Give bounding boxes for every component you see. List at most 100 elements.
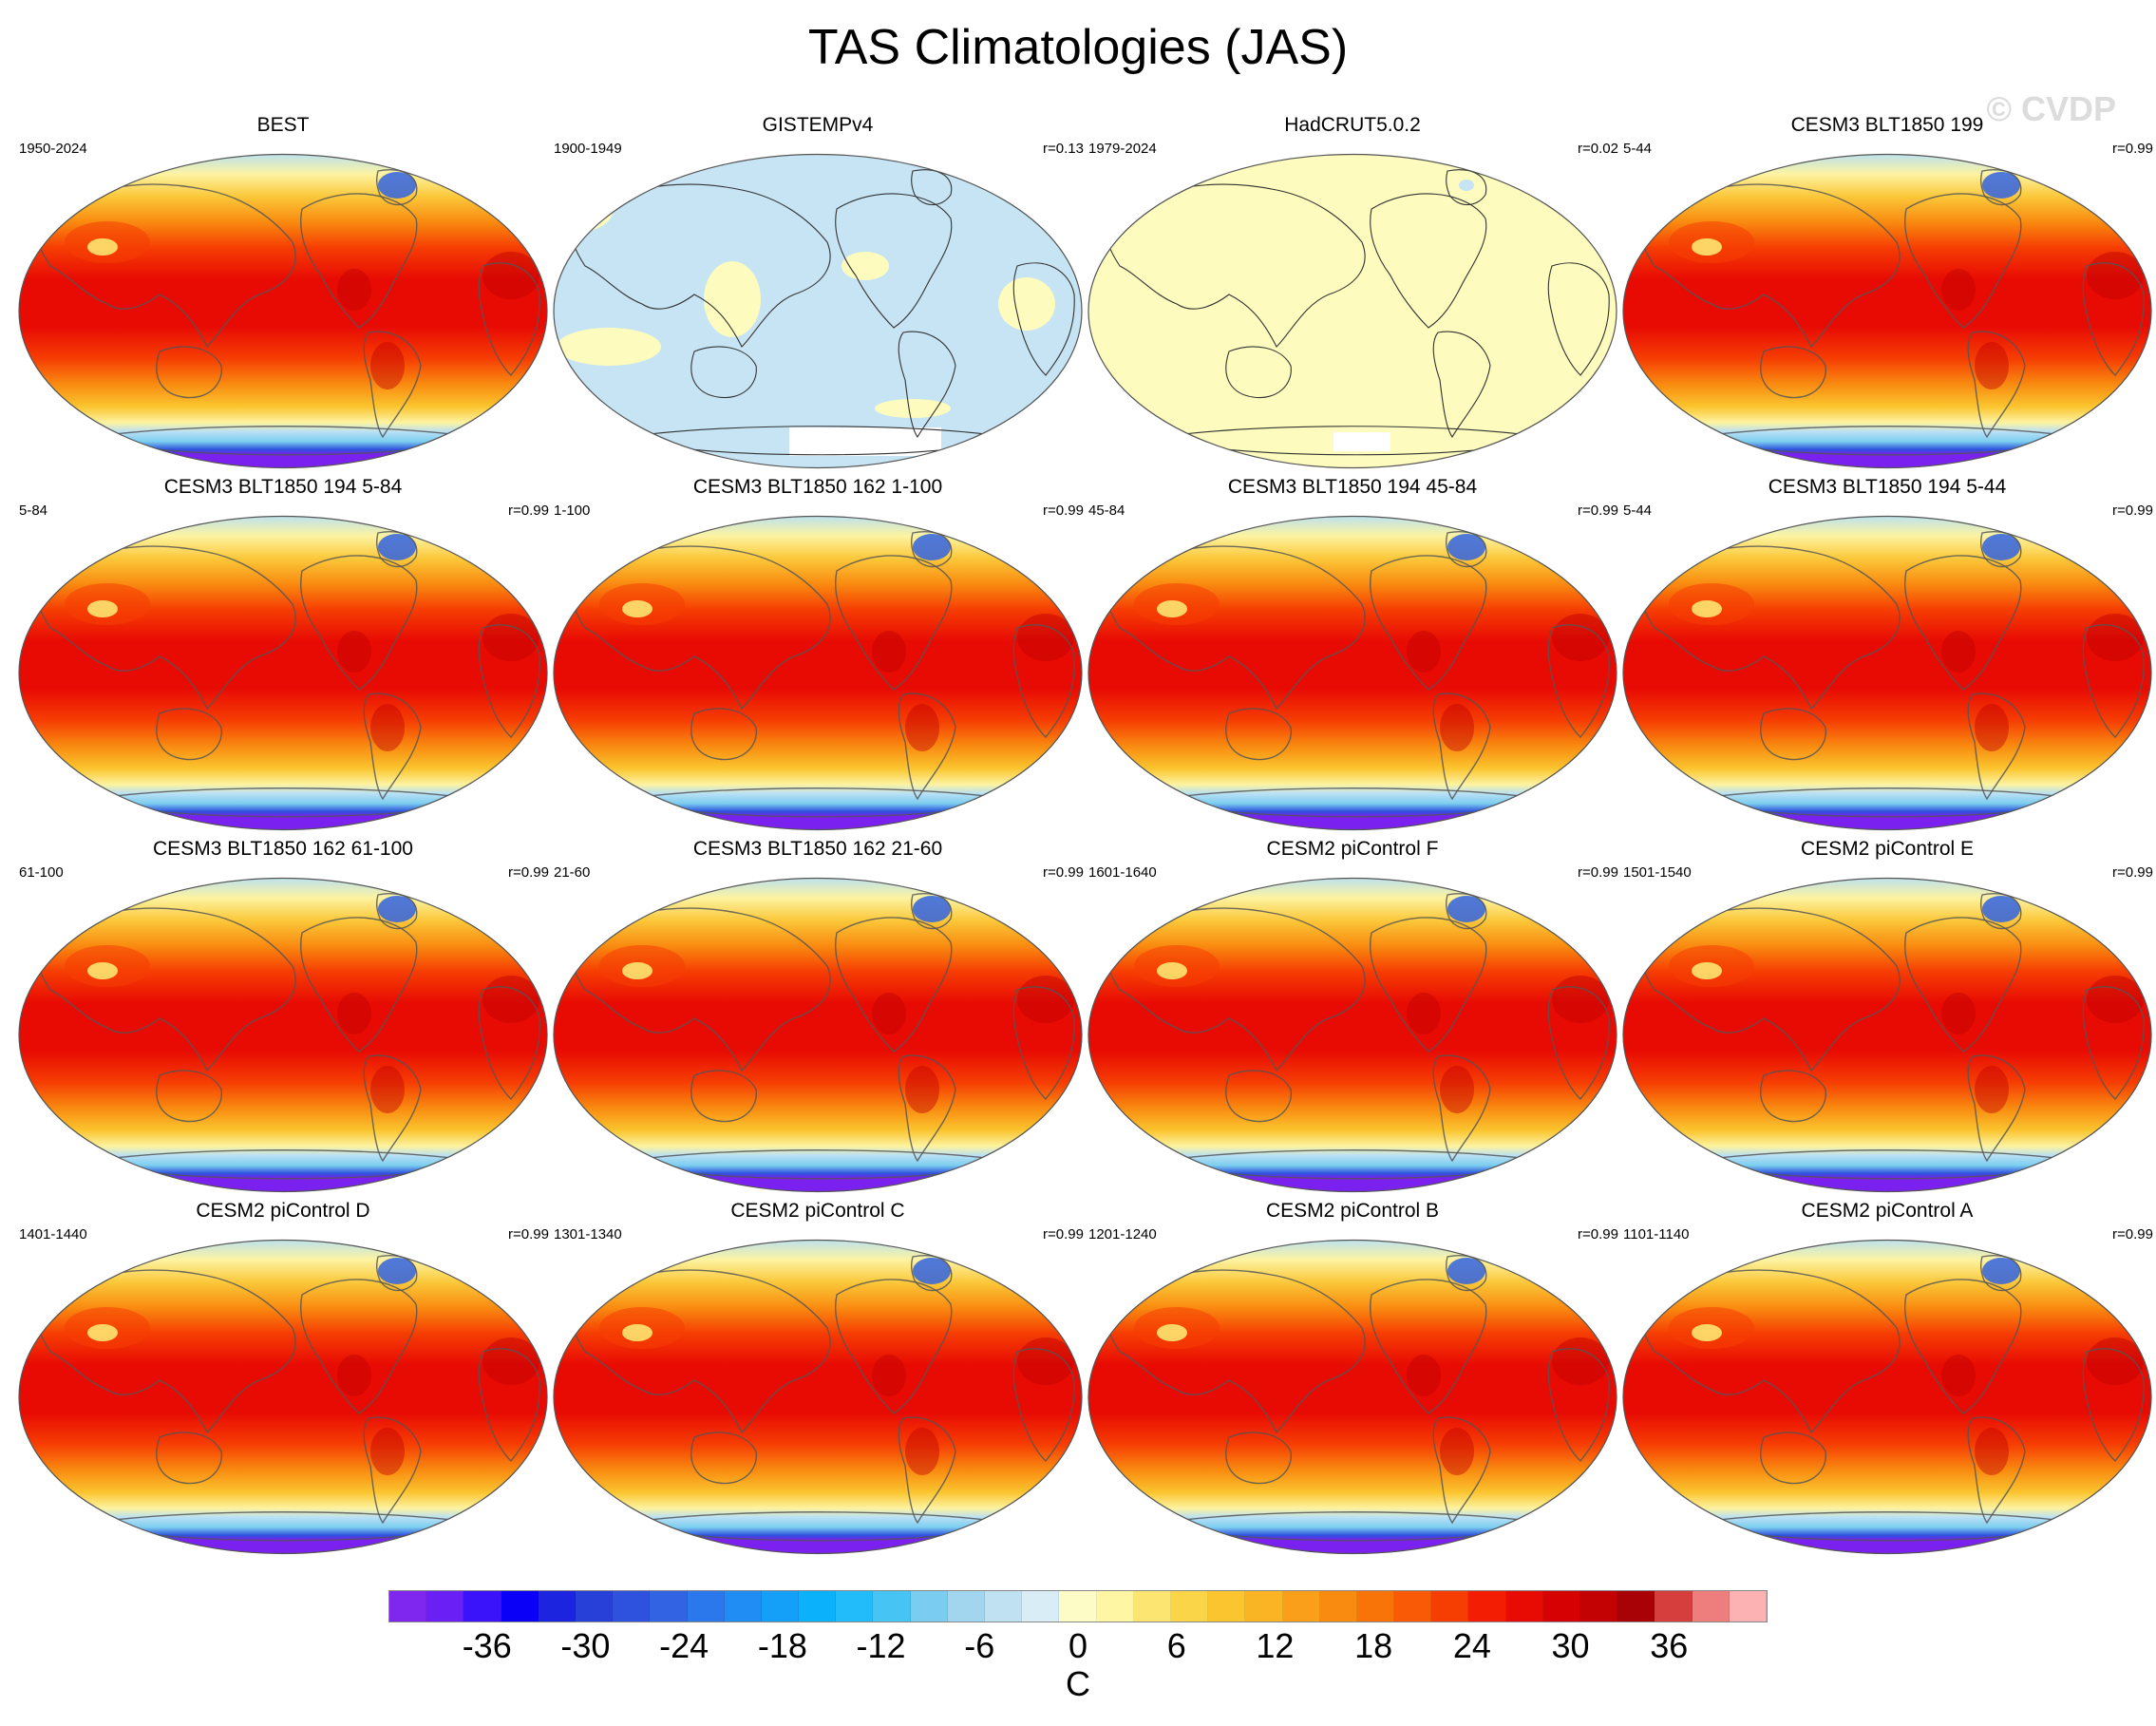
colorbar-swatch [799, 1591, 837, 1622]
panel-title: CESM3 BLT1850 194 5-84 [163, 476, 403, 498]
world-map [18, 515, 548, 831]
colorbar-swatch [1580, 1591, 1618, 1622]
panel-correlation: r=0.99 [508, 503, 549, 519]
panel-years: 1979-2024 [1088, 141, 1157, 157]
colorbar-swatch [1692, 1591, 1730, 1622]
panel-years: 1201-1240 [1088, 1226, 1157, 1242]
panel-title: CESM2 piControl D [196, 1200, 370, 1222]
world-map [553, 153, 1083, 469]
colorbar-swatch [1282, 1591, 1320, 1622]
watermark: © CVDP [1986, 89, 2116, 128]
panel-years: 1950-2024 [19, 141, 87, 157]
map-panel: CESM3 BLT1850 199 5-44 r=0.99 [1621, 114, 2153, 470]
colorbar-swatch [836, 1591, 874, 1622]
colorbar-swatch [947, 1591, 985, 1622]
colorbar-swatch [538, 1591, 576, 1622]
panel-years: 5-84 [19, 503, 48, 519]
world-map [1622, 1239, 2152, 1555]
world-map [1087, 1239, 1617, 1555]
colorbar-swatch [687, 1591, 725, 1622]
map-panel: CESM2 piControl D 1401-1440 r=0.99 [17, 1200, 549, 1556]
colorbar [388, 1590, 1768, 1622]
colorbar-swatch [1394, 1591, 1432, 1622]
panel-correlation: r=0.99 [508, 864, 549, 881]
colorbar-swatch [1022, 1591, 1060, 1622]
map-panel: CESM3 BLT1850 162 61-100 61-100 r=0.99 [17, 838, 549, 1194]
figure-title: TAS Climatologies (JAS) [807, 20, 1349, 75]
colorbar-swatch [426, 1591, 464, 1622]
panel-correlation: r=0.99 [2112, 1226, 2153, 1242]
colorbar-swatch [1468, 1591, 1506, 1622]
map-panel: CESM3 BLT1850 194 45-84 45-84 r=0.99 [1087, 476, 1618, 832]
map-panel: CESM2 piControl E 1501-1540 r=0.99 [1621, 838, 2153, 1194]
panel-years: 1900-1949 [554, 141, 622, 157]
map-panel: CESM3 BLT1850 194 5-44 5-44 r=0.99 [1621, 476, 2153, 832]
colorbar-swatch [1617, 1591, 1655, 1622]
panel-years: 21-60 [554, 864, 591, 881]
colorbar-swatch [1096, 1591, 1134, 1622]
colorbar-tick-labels: -36 -30 -24 -18 -12 -6 0 6 12 18 24 30 36 [388, 1626, 1768, 1674]
colorbar-swatch [1133, 1591, 1171, 1622]
panel-correlation: r=0.99 [1043, 864, 1084, 881]
panel-years: 1301-1340 [554, 1226, 622, 1242]
map-panel: GISTEMPv4 1900-1949 r=0.13 [552, 114, 1084, 470]
world-map [1087, 515, 1617, 831]
panel-title: CESM3 BLT1850 194 5-44 [1768, 476, 2007, 498]
colorbar-swatch [575, 1591, 614, 1622]
colorbar-tick-label: -12 [856, 1626, 906, 1665]
panel-correlation: r=0.99 [2112, 503, 2153, 519]
colorbar-tick-label: 12 [1256, 1626, 1295, 1665]
map-panel: HadCRUT5.0.2 1979-2024 r=0.02 [1087, 114, 1618, 470]
panel-title: CESM3 BLT1850 194 45-84 [1227, 476, 1478, 498]
panel-years: 5-44 [1623, 141, 1653, 157]
panel-correlation: r=0.99 [1578, 864, 1618, 881]
colorbar-swatch [761, 1591, 800, 1622]
panel-years: 1601-1640 [1088, 864, 1157, 881]
colorbar-swatch [1170, 1591, 1209, 1622]
panel-years: 45-84 [1088, 503, 1125, 519]
colorbar-swatch [724, 1591, 762, 1622]
colorbar-swatch [1542, 1591, 1580, 1622]
colorbar-swatch [389, 1591, 427, 1622]
panel-title: GISTEMPv4 [762, 114, 874, 136]
colorbar-swatch [463, 1591, 501, 1622]
panel-title: CESM2 piControl E [1800, 838, 1975, 860]
panel-title: CESM3 BLT1850 162 21-60 [692, 838, 943, 860]
map-panel: CESM3 BLT1850 194 5-84 5-84 r=0.99 [17, 476, 549, 832]
colorbar-tick-label: -18 [757, 1626, 807, 1665]
panel-years: 1101-1140 [1623, 1226, 1690, 1242]
world-map [1622, 153, 2152, 469]
world-map [18, 1239, 548, 1555]
panel-correlation: r=0.99 [1043, 1226, 1084, 1242]
world-map [1622, 515, 2152, 831]
world-map [18, 153, 548, 469]
colorbar-unit-label: C [1066, 1664, 1090, 1703]
panel-correlation: r=0.99 [508, 1226, 549, 1242]
panel-years: 1401-1440 [19, 1226, 87, 1242]
panel-years: 1-100 [554, 503, 591, 519]
panel-title: CESM3 BLT1850 162 61-100 [153, 838, 413, 860]
colorbar-swatch [1208, 1591, 1246, 1622]
colorbar-swatch [1059, 1591, 1097, 1622]
world-map [553, 1239, 1083, 1555]
colorbar-tick-label: -24 [659, 1626, 709, 1665]
world-map [18, 877, 548, 1193]
panel-correlation: r=0.99 [2112, 141, 2153, 157]
colorbar-swatch [910, 1591, 948, 1622]
map-panel: CESM2 piControl B 1201-1240 r=0.99 [1087, 1200, 1618, 1556]
panel-title: CESM3 BLT1850 199 [1790, 114, 1984, 136]
panel-correlation: r=0.13 [1043, 141, 1084, 157]
panel-title: CESM2 piControl A [1801, 1200, 1974, 1222]
world-map [1622, 877, 2152, 1193]
colorbar-tick-label: 36 [1650, 1626, 1689, 1665]
panel-correlation: r=0.99 [1578, 503, 1618, 519]
panel-correlation: r=0.99 [1578, 1226, 1618, 1242]
panel-title: CESM2 piControl F [1266, 838, 1439, 860]
map-panel: CESM2 piControl A 1101-1140 r=0.99 [1621, 1200, 2153, 1556]
colorbar-swatch [1729, 1591, 1767, 1622]
world-map [1087, 877, 1617, 1193]
map-panel: CESM3 BLT1850 162 1-100 1-100 r=0.99 [552, 476, 1084, 832]
colorbar-swatch [873, 1591, 911, 1622]
colorbar-swatch [650, 1591, 688, 1622]
colorbar-tick-label: 0 [1068, 1626, 1088, 1665]
